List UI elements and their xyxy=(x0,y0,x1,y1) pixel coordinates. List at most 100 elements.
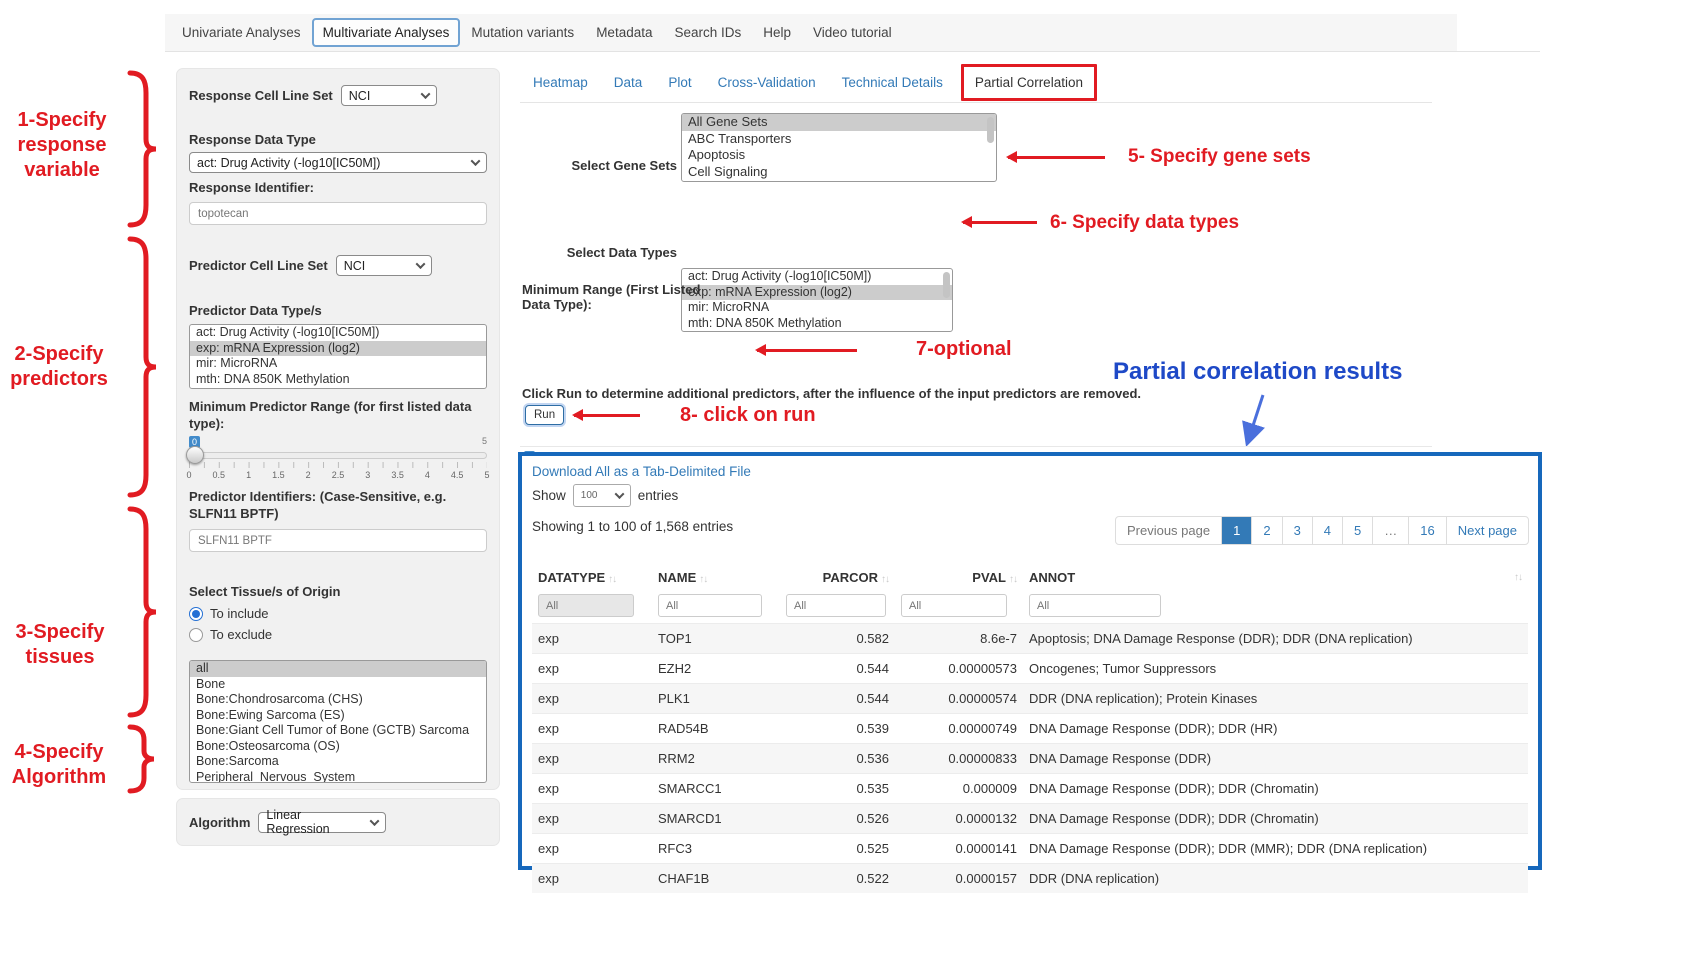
filter-parcor-input[interactable] xyxy=(786,594,886,617)
cell-annot: DDR (DNA replication) xyxy=(1023,863,1528,893)
page-size-value: 100 xyxy=(580,490,598,501)
nav-tab-univariate-analyses[interactable]: Univariate Analyses xyxy=(182,25,301,40)
predictor-identifiers-input[interactable] xyxy=(189,529,487,552)
list-option[interactable]: Bone xyxy=(196,676,226,691)
page-button-4[interactable]: 4 xyxy=(1311,517,1342,544)
sort-icon[interactable]: ↑↓ xyxy=(1009,574,1018,585)
nav-tab-help[interactable]: Help xyxy=(763,25,792,40)
list-option-selected[interactable]: exp: mRNA Expression (log2) xyxy=(190,340,486,356)
sort-icon[interactable]: ↑↓ xyxy=(881,574,890,585)
cell-parcor: 0.522 xyxy=(780,863,895,893)
tab-partial-correlation[interactable]: Partial Correlation xyxy=(960,64,1097,101)
tab-cross-validation[interactable]: Cross-Validation xyxy=(717,75,816,90)
sort-icon[interactable]: ↑↓ xyxy=(699,574,708,585)
tab-heatmap[interactable]: Heatmap xyxy=(533,75,588,90)
min-predictor-range-label: Minimum Predictor Range (for first liste… xyxy=(189,399,472,431)
brace-step3 xyxy=(126,506,160,718)
list-option[interactable]: act: Drug Activity (-log10[IC50M]) xyxy=(688,269,872,283)
cell-name: RAD54B xyxy=(652,713,780,744)
column-header-name[interactable]: NAME ↑↓ xyxy=(652,564,780,591)
page-button-5[interactable]: 5 xyxy=(1342,517,1372,544)
response-cell-line-set-select[interactable]: NCI xyxy=(340,85,437,106)
list-option-selected[interactable]: All Gene Sets xyxy=(682,114,996,131)
data-types-label: Select Data Types xyxy=(566,245,677,260)
list-option[interactable]: mth: DNA 850K Methylation xyxy=(688,315,842,330)
page-button-3[interactable]: 3 xyxy=(1281,517,1312,544)
tab-technical-details[interactable]: Technical Details xyxy=(841,75,943,90)
tab-data[interactable]: Data xyxy=(613,75,643,90)
nav-tab-video-tutorial[interactable]: Video tutorial xyxy=(813,25,892,40)
table-filter-row xyxy=(532,591,1528,624)
filter-datatype-input[interactable] xyxy=(538,594,634,617)
list-option[interactable]: act: Drug Activity (-log10[IC50M]) xyxy=(196,325,380,339)
sort-icon[interactable]: ↑↓ xyxy=(1514,572,1523,583)
slider-track[interactable] xyxy=(189,452,487,459)
predictor-cell-line-set-select[interactable]: NCI xyxy=(335,255,432,276)
list-option[interactable]: Cell Signaling xyxy=(688,163,768,179)
chevron-down-icon xyxy=(420,89,431,100)
scrollbar[interactable] xyxy=(987,117,994,143)
annotation-step5: 5- Specify gene sets xyxy=(1128,146,1311,167)
predictor-cell-line-set-value: NCI xyxy=(343,258,366,273)
list-option-selected[interactable]: exp: mRNA Expression (log2) xyxy=(682,284,952,300)
tissue-origin-label: Select Tissue/s of Origin xyxy=(189,584,341,599)
list-option[interactable]: mir: MicroRNA xyxy=(196,356,278,370)
download-link[interactable]: Download All as a Tab-Delimited File xyxy=(532,464,751,479)
nav-tab-search-ids[interactable]: Search IDs xyxy=(674,25,742,40)
cell-annot: DNA Damage Response (DDR); DDR (Chromati… xyxy=(1023,773,1528,804)
column-header-annot[interactable]: ANNOT ↑↓ xyxy=(1023,564,1528,591)
list-option[interactable]: Apoptosis xyxy=(688,147,746,162)
response-data-type-select[interactable]: act: Drug Activity (-log10[IC50M]) xyxy=(189,152,487,173)
list-option[interactable]: Bone:Ewing Sarcoma (ES) xyxy=(196,707,345,722)
page-size-select[interactable]: 100 xyxy=(572,484,631,507)
algorithm-select[interactable]: Linear Regression xyxy=(258,808,387,836)
annotation-step2: 2-Specify predictors xyxy=(10,343,108,390)
filter-annot-input[interactable] xyxy=(1029,594,1161,617)
list-option[interactable]: Bone:Chondrosarcoma (CHS) xyxy=(196,692,363,706)
page-ellipsis: … xyxy=(1372,517,1408,544)
cell-pval: 0.00000573 xyxy=(895,653,1023,684)
scrollbar[interactable] xyxy=(943,272,950,298)
tick-label: 1.5 xyxy=(272,470,285,480)
slider-handle[interactable] xyxy=(186,446,204,464)
list-option[interactable]: mth: DNA 850K Methylation xyxy=(196,371,350,386)
nav-tab-multivariate-analyses[interactable]: Multivariate Analyses xyxy=(311,18,461,47)
filter-name-input[interactable] xyxy=(658,594,762,617)
response-identifier-input[interactable] xyxy=(189,202,487,225)
response-identifier-label: Response Identifier: xyxy=(189,180,314,195)
include-radio[interactable] xyxy=(189,606,203,621)
tick-label: 0 xyxy=(186,470,192,480)
page-button-16[interactable]: 16 xyxy=(1408,517,1445,544)
column-header-pval[interactable]: PVAL ↑↓ xyxy=(895,564,1023,591)
page-button-2[interactable]: 2 xyxy=(1251,517,1281,544)
list-option-selected[interactable]: all xyxy=(190,661,486,677)
nav-tab-metadata[interactable]: Metadata xyxy=(596,25,653,40)
page-button-1[interactable]: 1 xyxy=(1221,517,1252,544)
table-row: exp SMARCC1 0.535 0.000009 DNA Damage Re… xyxy=(532,773,1528,804)
list-option[interactable]: Bone:Giant Cell Tumor of Bone (GCTB) Sar… xyxy=(196,723,470,737)
run-instruction: Click Run to determine additional predic… xyxy=(522,386,1142,401)
annotation-step8: 8- click on run xyxy=(680,404,816,426)
algorithm-label: Algorithm xyxy=(189,814,251,830)
table-row: exp RRM2 0.536 0.00000833 DNA Damage Res… xyxy=(532,743,1528,774)
page-size-row: Show 100 entries xyxy=(532,484,1528,507)
sort-icon[interactable]: ↑↓ xyxy=(608,574,617,585)
exclude-radio[interactable] xyxy=(189,627,203,642)
cell-parcor: 0.544 xyxy=(780,653,895,684)
column-header-datatype[interactable]: DATATYPE ↑↓ xyxy=(532,564,652,591)
list-option[interactable]: Bone:Sarcoma xyxy=(196,754,279,768)
column-header-parcor[interactable]: PARCOR ↑↓ xyxy=(780,564,895,591)
previous-page-button[interactable]: Previous page xyxy=(1126,523,1211,538)
run-button[interactable]: Run xyxy=(525,405,565,425)
list-option[interactable]: ABC Transporters xyxy=(688,130,792,146)
nav-tab-mutation-variants[interactable]: Mutation variants xyxy=(471,25,575,40)
next-page-button[interactable]: Next page xyxy=(1445,517,1528,544)
list-option[interactable]: Peripheral_Nervous_System xyxy=(196,769,356,783)
list-option[interactable]: mir: MicroRNA xyxy=(688,300,770,314)
response-data-type-value: act: Drug Activity (-log10[IC50M]) xyxy=(197,155,381,170)
cell-pval: 0.0000157 xyxy=(895,863,1023,893)
list-option[interactable]: Bone:Osteosarcoma (OS) xyxy=(196,738,340,753)
column-label: PARCOR xyxy=(822,570,878,585)
filter-pval-input[interactable] xyxy=(901,594,1007,617)
tab-plot[interactable]: Plot xyxy=(668,75,692,90)
